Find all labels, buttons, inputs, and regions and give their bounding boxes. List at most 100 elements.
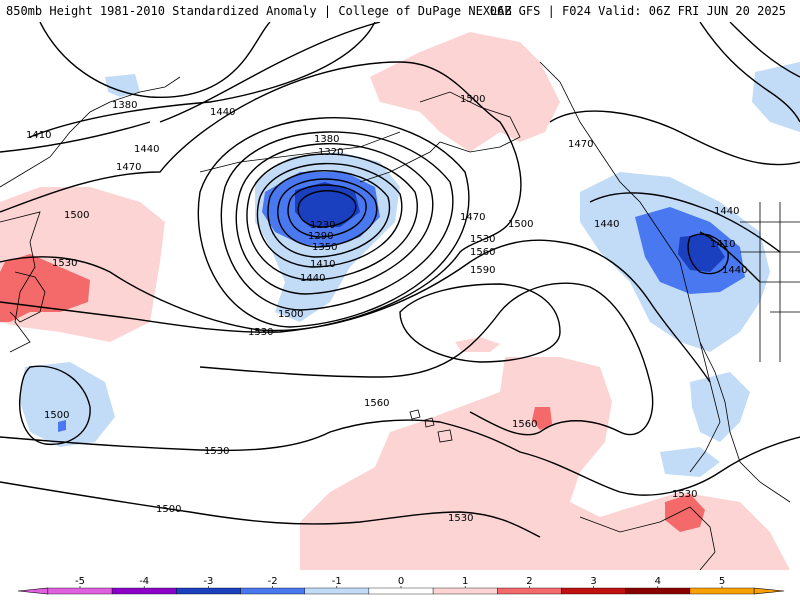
contour-1350 <box>256 162 403 268</box>
neg-anomaly-baja <box>690 372 750 442</box>
contour-1320 <box>267 170 391 258</box>
map-header: 850mb Height 1981-2010 Standardized Anom… <box>0 0 800 22</box>
contour-label: 1380 <box>112 100 137 111</box>
neg3-anomaly-pacific-nw <box>678 234 725 272</box>
colorbar-svg: -5 -4 -3 -2 -1 0 1 2 3 4 5 <box>17 576 785 595</box>
colorbar-arrow-right <box>753 587 785 595</box>
colorbar-ticks: -5 -4 -3 -2 -1 0 1 2 3 4 5 <box>75 576 725 588</box>
contour-label: 1530 <box>248 327 273 338</box>
contour-1410 <box>235 143 434 295</box>
contour-label: 1440 <box>594 219 619 230</box>
colorbar-segment-pos2 <box>497 587 562 595</box>
colorbar-segment-neg2 <box>240 587 305 595</box>
anomaly-shading <box>0 32 800 570</box>
colorbar-tick-label: 0 <box>398 576 404 587</box>
colorbar-segment-pos4 <box>625 587 691 595</box>
colorbar-segment-neg5 <box>47 587 113 595</box>
coast-japan <box>9 271 46 323</box>
height-contours <box>0 22 800 538</box>
contour-1530-a <box>0 239 711 383</box>
contour-1410-ne <box>687 233 729 275</box>
contour-1470-ne <box>549 110 800 166</box>
contour-label: 1440 <box>722 265 747 276</box>
contour-label: 1560 <box>470 247 495 258</box>
contour-label: 1560 <box>364 398 389 409</box>
colorbar-tick-label: -1 <box>332 576 342 587</box>
contour-1500-north <box>0 61 522 333</box>
contour-1500-west <box>18 365 91 446</box>
coast-aleutians <box>199 131 401 173</box>
contour-label: 1290 <box>308 231 333 242</box>
neg2-anomaly-west-pacific <box>58 420 66 432</box>
neg-anomaly-mexico <box>660 447 720 477</box>
contour-label: 1530 <box>448 513 473 524</box>
contour-label: 1470 <box>460 212 485 223</box>
contour-label: 1410 <box>710 239 735 250</box>
contour-ne-extra <box>699 22 800 123</box>
colorbar-tick-label: 5 <box>719 576 725 587</box>
contour-1380 <box>246 153 418 281</box>
contour-label: 1230 <box>310 220 335 231</box>
colorbar-segment-pos1 <box>432 587 498 595</box>
contour-label: 1500 <box>278 309 303 320</box>
contour-label: 1320 <box>318 147 343 158</box>
contour-1230 <box>297 190 357 228</box>
colorbar-tick-label: 1 <box>462 576 468 587</box>
contour-label: 1500 <box>508 219 533 230</box>
contour-label: 1410 <box>310 259 335 270</box>
colorbar-segment-neg4 <box>111 587 177 595</box>
contour-1260 <box>287 184 367 238</box>
contour-label: 1440 <box>134 144 159 155</box>
colorbar-legend: -5 -4 -3 -2 -1 0 1 2 3 4 5 <box>0 570 800 600</box>
contour-label: 1500 <box>156 504 181 515</box>
colorbar-segment-neg3 <box>176 587 241 595</box>
contour-label: 1470 <box>568 139 593 150</box>
contour-label: 1590 <box>470 265 495 276</box>
map-title: 850mb Height 1981-2010 Standardized Anom… <box>6 4 512 18</box>
contour-1470-low <box>197 117 470 328</box>
contour-label: 1440 <box>714 206 739 217</box>
colorbar-segment-neutral-neg <box>368 587 434 595</box>
colorbar-arrow-left <box>17 587 49 595</box>
contour-1560-a <box>199 282 654 436</box>
colorbar-segment-pos5 <box>689 587 755 595</box>
coastlines <box>0 61 800 570</box>
contour-label: 1470 <box>116 162 141 173</box>
colorbar-tick-label: -5 <box>75 576 85 587</box>
contour-siberia-1380 <box>39 22 271 99</box>
neg-anomaly-siberia <box>105 74 140 97</box>
neg-anomaly-west-pacific <box>20 362 115 447</box>
contour-label: 1500 <box>44 410 69 421</box>
colorbar-tick-label: -4 <box>139 576 149 587</box>
contour-label: 1440 <box>210 107 235 118</box>
coast-baja <box>689 341 721 473</box>
state-borders <box>740 202 800 362</box>
contour-label: 1380 <box>314 134 339 145</box>
contour-1290 <box>277 178 378 248</box>
contour-label: 1500 <box>64 210 89 221</box>
contour-1590 <box>399 283 561 363</box>
colorbar-segment-neg1 <box>304 587 370 595</box>
contour-label: 1530 <box>470 234 495 245</box>
contour-label: 1350 <box>312 242 337 253</box>
anomaly-map: 1380 1410 1440 1470 1440 1500 1530 1380 … <box>0 22 800 570</box>
pos2-anomaly-baja <box>665 494 705 532</box>
coast-north-america <box>539 61 791 503</box>
contour-label: 1530 <box>204 446 229 457</box>
contour-label: 1530 <box>52 258 77 269</box>
pos2-anomaly-subtropics <box>532 407 552 430</box>
coast-mexico <box>579 506 716 570</box>
colorbar-tick-label: -2 <box>268 576 278 587</box>
colorbar-tick-label: -3 <box>203 576 213 587</box>
coast-asia <box>0 76 181 353</box>
colorbar-segment-pos3 <box>561 587 626 595</box>
model-run-info: 06Z GFS | F024 Valid: 06Z FRI JUN 20 202… <box>489 4 786 18</box>
contour-labels: 1380 1410 1440 1470 1440 1500 1530 1380 … <box>26 94 747 524</box>
contour-label: 1440 <box>300 273 325 284</box>
contour-1440-low <box>220 131 454 311</box>
coast-hawaii <box>409 409 453 443</box>
coast-alaska <box>359 91 521 183</box>
contour-nw-1440 <box>0 22 381 153</box>
map-area: 1380 1410 1440 1470 1440 1500 1530 1380 … <box>0 22 800 570</box>
